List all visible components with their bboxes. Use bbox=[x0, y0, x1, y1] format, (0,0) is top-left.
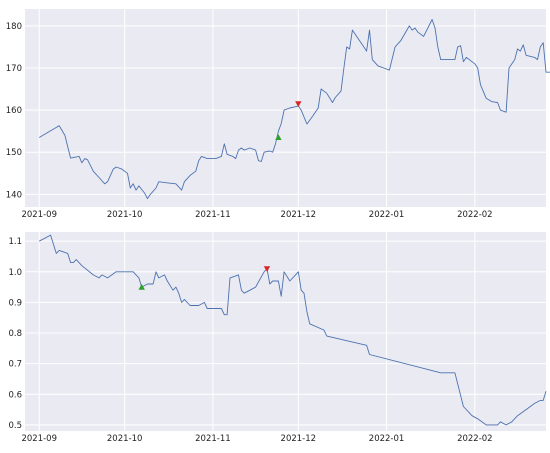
x-tick-label: 2021-09 bbox=[21, 434, 57, 444]
y-tick-label: 160 bbox=[6, 106, 22, 116]
y-tick-label: 0.9 bbox=[8, 298, 22, 308]
buy-marker bbox=[138, 283, 145, 290]
x-tick-label: 2021-11 bbox=[195, 210, 231, 220]
x-tick-label: 2021-10 bbox=[107, 210, 143, 220]
plot-area bbox=[25, 9, 546, 207]
series-line-1 bbox=[38, 234, 547, 426]
y-tick-label: 140 bbox=[6, 190, 22, 200]
y-tick-label: 150 bbox=[6, 148, 22, 158]
y-tick-label: 170 bbox=[6, 64, 22, 74]
sell-marker bbox=[295, 101, 302, 107]
y-tick-label: 1.1 bbox=[8, 237, 22, 247]
y-tick-label: 1.0 bbox=[8, 268, 22, 278]
plot-area bbox=[25, 232, 546, 431]
x-tick-label: 2022-02 bbox=[457, 210, 493, 220]
x-tick-label: 2022-01 bbox=[369, 434, 405, 444]
buy-marker bbox=[275, 134, 282, 140]
chart-panel-1: 2021-09 2021-10 2021-11 2021-12 2022-01 2022-… bbox=[6, 9, 550, 220]
y-tick-label: 180 bbox=[6, 22, 22, 32]
y-tick-label: 0.8 bbox=[8, 329, 22, 339]
x-tick-label: 2021-10 bbox=[107, 434, 143, 444]
x-tick-label: 2021-11 bbox=[195, 434, 231, 444]
y-tick-label: 0.7 bbox=[8, 360, 22, 370]
y-tick-label: 0.6 bbox=[8, 390, 22, 400]
x-tick-label: 2021-12 bbox=[281, 210, 317, 220]
series-line-1 bbox=[38, 19, 550, 200]
x-tick-label: 2022-01 bbox=[369, 210, 405, 220]
sell-marker bbox=[263, 266, 271, 272]
x-tick-label: 2021-12 bbox=[281, 434, 317, 444]
chart-panel-2: 2021-09 2021-10 2021-11 2021-12 2022-01 2022-… bbox=[8, 232, 547, 444]
y-tick-label: 0.5 bbox=[8, 421, 22, 431]
x-tick-label: 2021-09 bbox=[21, 210, 57, 220]
x-tick-label: 2022-02 bbox=[457, 434, 493, 444]
